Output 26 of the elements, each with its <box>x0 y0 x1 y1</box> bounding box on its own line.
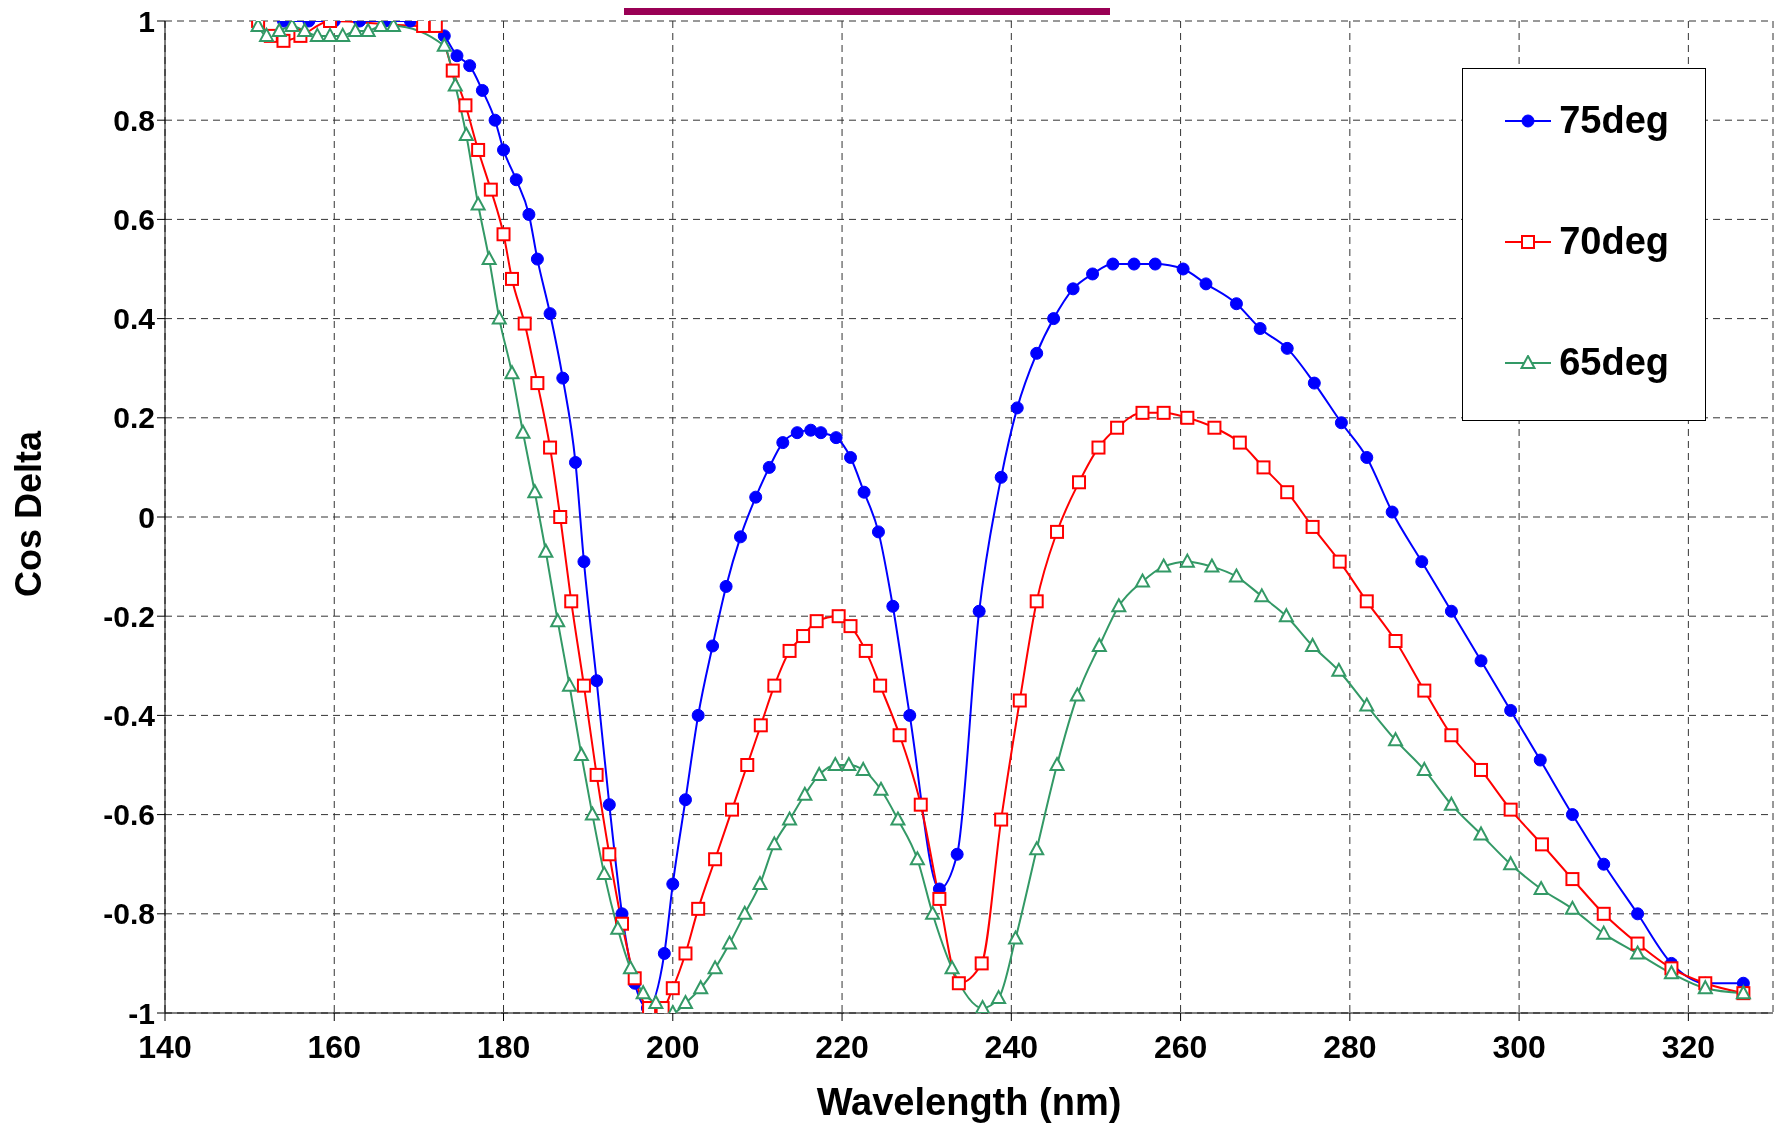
y-tick-label: -1 <box>128 996 155 1030</box>
x-tick-label: 320 <box>1661 1028 1716 1065</box>
x-tick-label: 280 <box>1323 1028 1377 1065</box>
y-tick-label: 0.4 <box>113 302 156 336</box>
x-tick-label: 220 <box>815 1028 869 1065</box>
x-tick-label: 300 <box>1492 1028 1546 1065</box>
y-tick-label: -0.4 <box>103 699 156 733</box>
y-tick-label: -0.6 <box>103 798 155 832</box>
y-tick-label: 0.2 <box>113 401 155 435</box>
y-tick-label: -0.2 <box>103 599 155 633</box>
y-tick-label: 1 <box>138 4 155 38</box>
legend-label: 75deg <box>1559 99 1669 142</box>
x-tick-label: 200 <box>646 1028 700 1065</box>
y-tick-label: -0.8 <box>103 897 155 931</box>
x-axis-title: Wavelength (nm) <box>816 1081 1122 1123</box>
x-tick-label: 240 <box>984 1028 1039 1065</box>
legend-label: 70deg <box>1559 220 1669 263</box>
y-tick-label: 0 <box>138 500 155 534</box>
y-tick-label: 0.8 <box>113 103 155 137</box>
x-tick-label: 260 <box>1153 1028 1208 1065</box>
x-tick-label: 180 <box>476 1028 531 1065</box>
y-tick-label: 0.6 <box>113 203 155 237</box>
x-tick-label: 160 <box>307 1028 361 1065</box>
y-axis-title: Cos Delta <box>7 429 49 597</box>
x-tick-label: 140 <box>138 1028 192 1065</box>
legend-label: 65deg <box>1559 341 1669 384</box>
